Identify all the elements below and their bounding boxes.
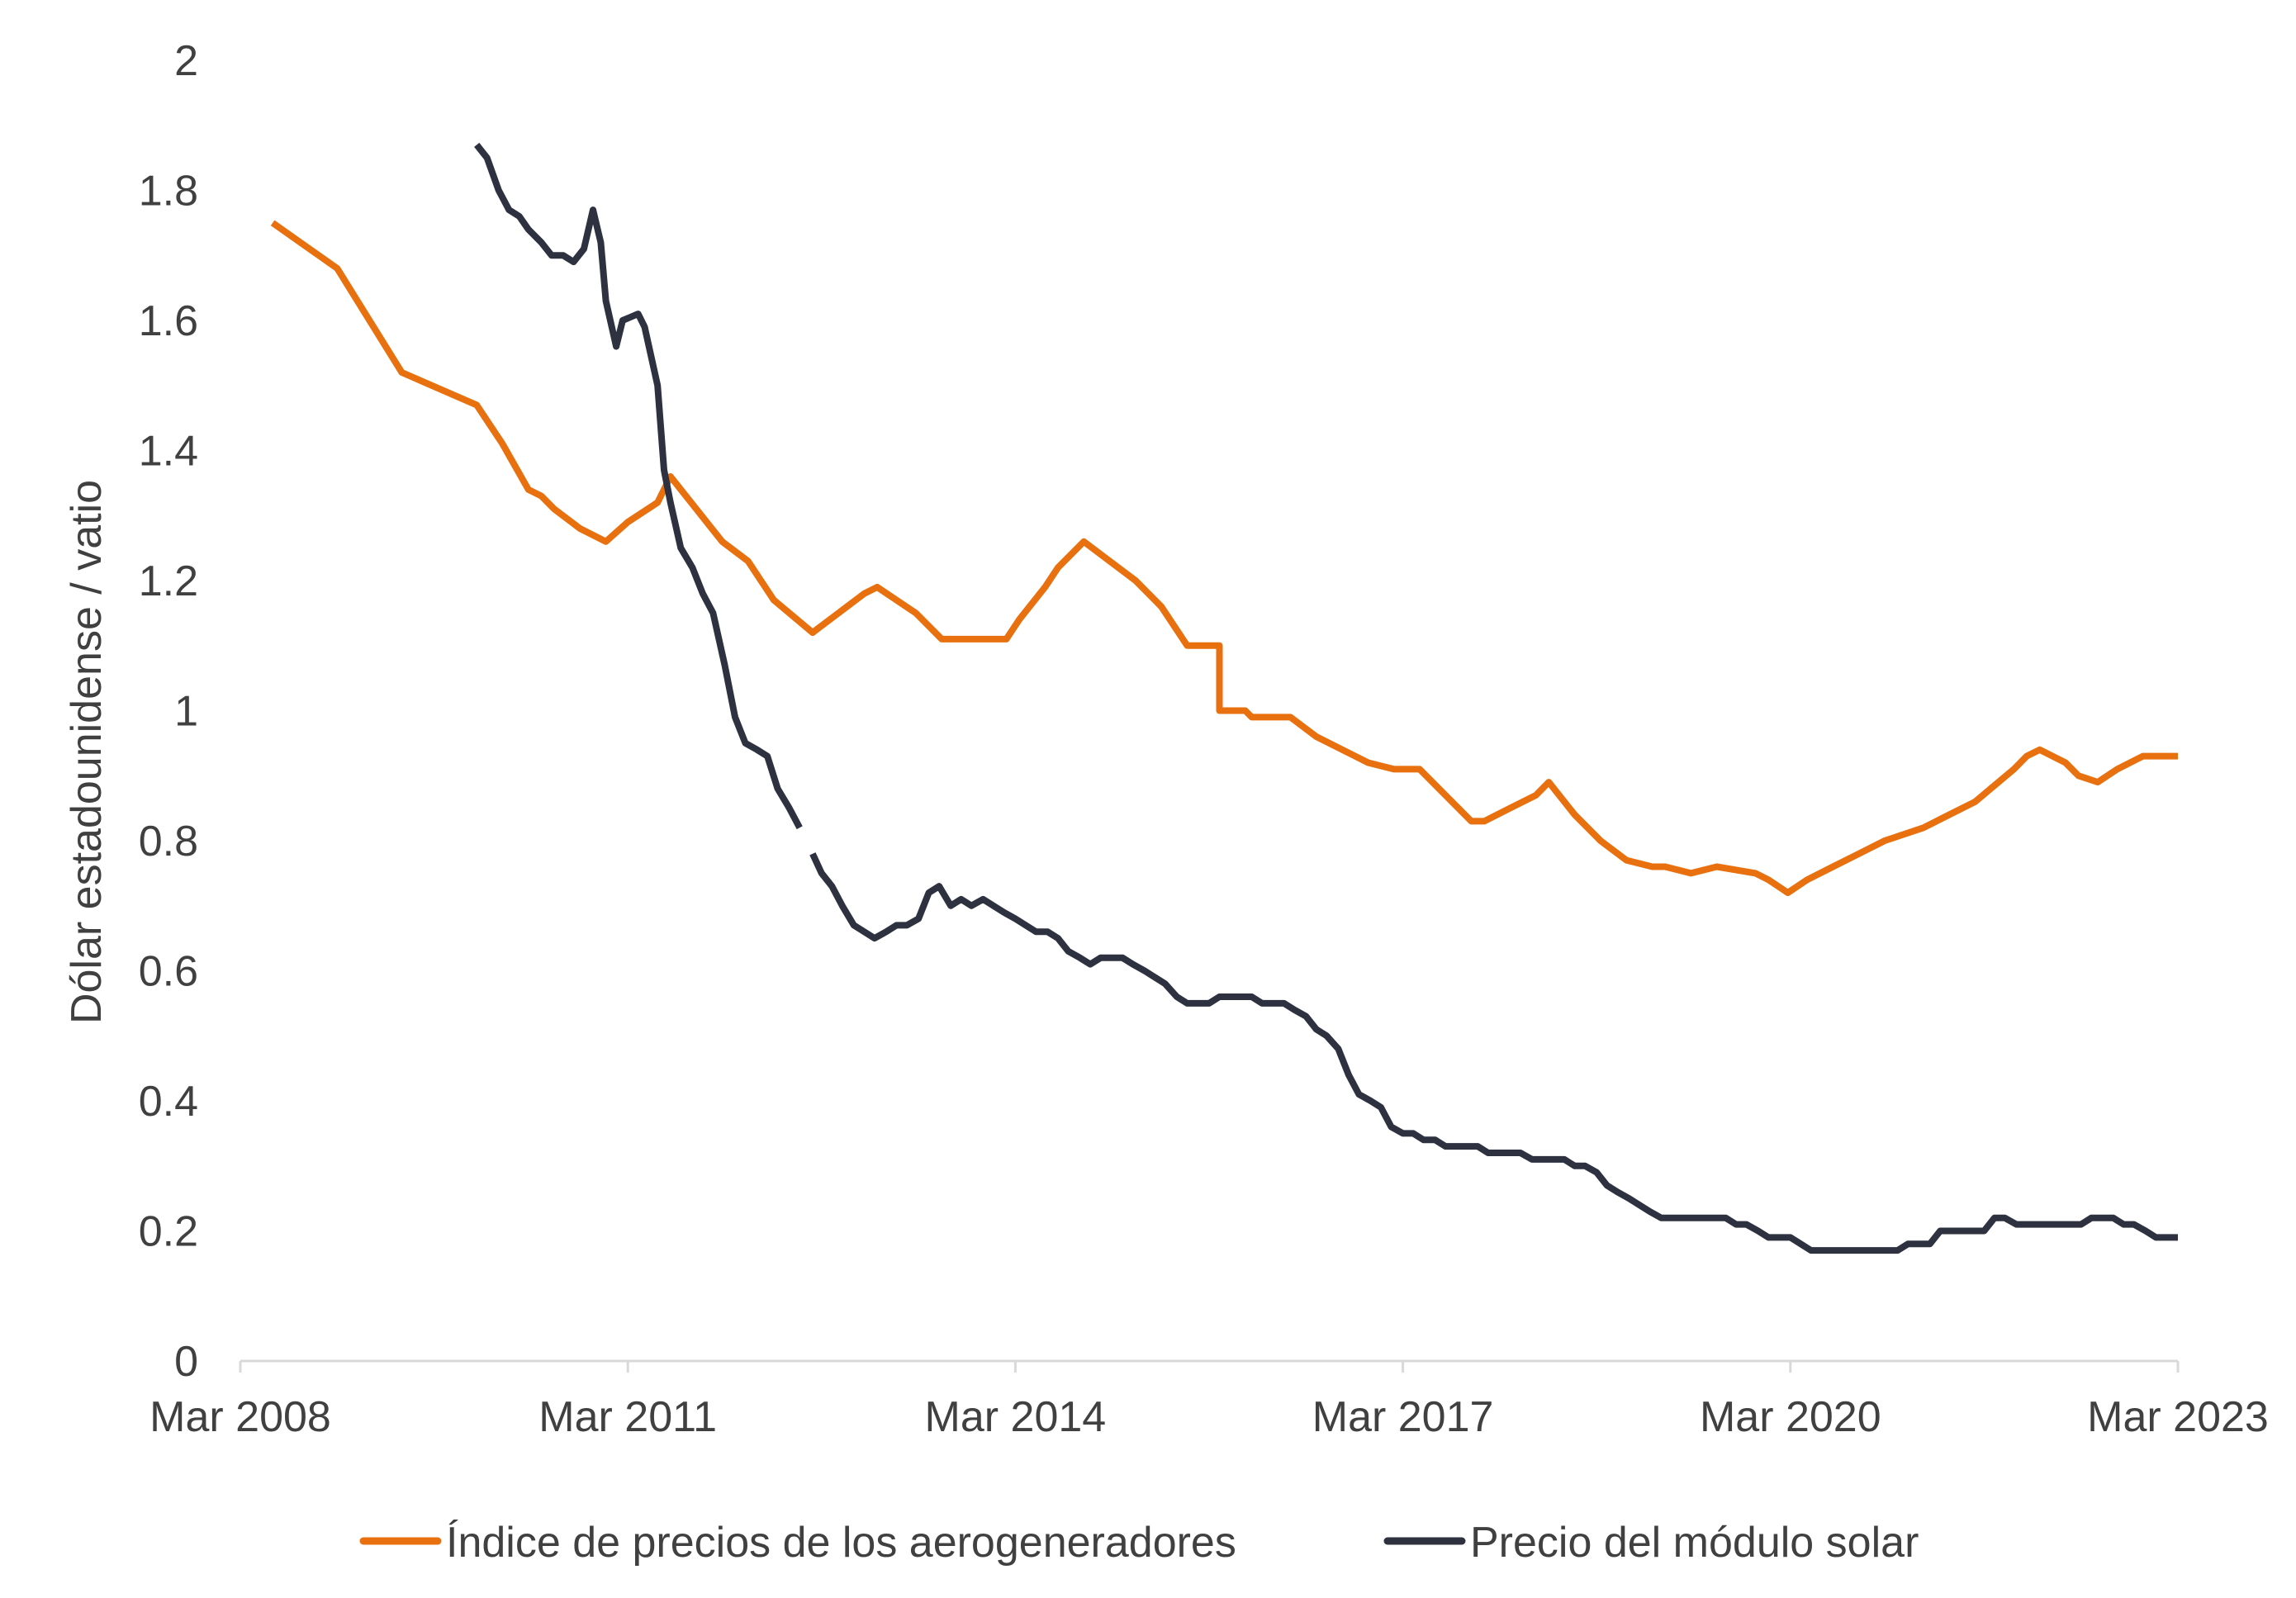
series-line-modulo-solar xyxy=(474,142,803,830)
x-axis xyxy=(239,1359,2180,1373)
y-axis-tick-labels: 0 0.2 0.4 0.6 0.8 1 1.2 1.4 1.6 1.8 2 xyxy=(139,37,198,1386)
legend-label: Precio del módulo solar xyxy=(1470,1519,1919,1567)
x-tick-label: Mar 2014 xyxy=(925,1393,1107,1441)
series-line-modulo-solar xyxy=(809,852,2178,1254)
series-line-aerogeneradores xyxy=(270,220,2178,896)
y-tick-label: 2 xyxy=(174,37,198,85)
x-axis-tick-labels: Mar 2008 Mar 2011 Mar 2014 Mar 2017 Mar 2020… xyxy=(149,1393,2269,1441)
x-tick-label: Mar 2023 xyxy=(2087,1393,2269,1441)
x-tick-label: Mar 2011 xyxy=(538,1393,717,1441)
x-tick-label: Mar 2020 xyxy=(1700,1393,1881,1441)
y-axis-title-text: Dólar estadounidense / vatio xyxy=(63,480,111,1024)
y-tick-label: 1.4 xyxy=(139,428,198,476)
y-tick-label: 1.6 xyxy=(139,297,198,345)
y-tick-label: 0.4 xyxy=(139,1078,198,1126)
y-tick-label: 0.2 xyxy=(139,1208,198,1256)
y-tick-label: 1 xyxy=(174,688,198,736)
y-tick-label: 1.8 xyxy=(139,168,198,216)
y-tick-label: 0 xyxy=(174,1338,198,1386)
legend: Índice de precios de los aerogeneradores… xyxy=(359,1519,1919,1567)
y-tick-label: 1.2 xyxy=(139,557,198,605)
x-tick-label: Mar 2017 xyxy=(1312,1393,1494,1441)
y-tick-label: 0.6 xyxy=(139,948,198,996)
y-axis-title: Dólar estadounidense / vatio xyxy=(63,480,111,1024)
legend-label: Índice de precios de los aerogeneradores xyxy=(446,1519,1236,1567)
series-lines xyxy=(270,142,2178,1254)
y-tick-label: 0.8 xyxy=(139,818,198,865)
x-tick-label: Mar 2008 xyxy=(149,1393,331,1441)
